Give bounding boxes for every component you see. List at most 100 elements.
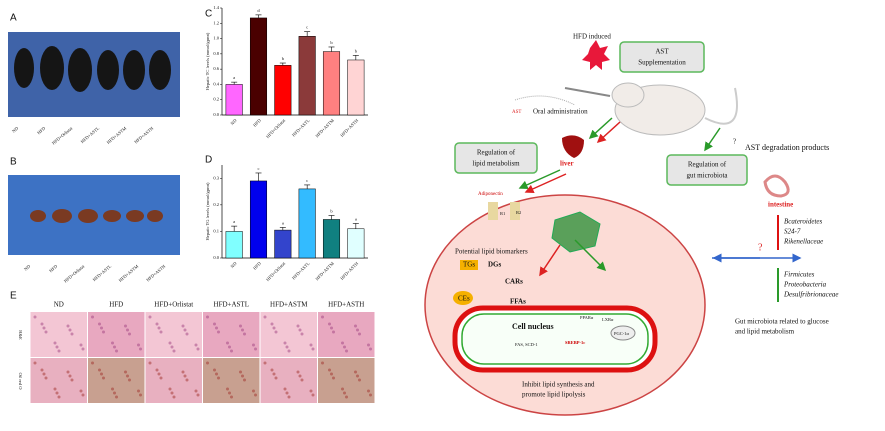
significance-letter: a: [233, 219, 235, 224]
texture: [33, 315, 37, 319]
texture: [111, 387, 114, 391]
intestine-icon: [763, 174, 790, 198]
mice: [14, 46, 171, 92]
panel-label: B: [10, 157, 17, 168]
group-label: HFD+ASTH: [133, 125, 155, 144]
label: Gut microbiota related to glucose: [735, 318, 829, 326]
texture: [70, 378, 74, 382]
column-label: ND: [54, 301, 64, 309]
texture: [159, 376, 163, 380]
texture: [332, 330, 335, 334]
syringe: [564, 87, 611, 97]
bar: [322, 51, 341, 116]
texture: [53, 341, 57, 345]
label: PPARα: [580, 315, 594, 320]
texture: [241, 374, 244, 378]
molecule: [514, 95, 576, 106]
histology: [203, 358, 260, 403]
texture: [283, 341, 287, 345]
texture: [285, 345, 289, 349]
texture: [345, 349, 348, 353]
significance-letter: a: [233, 75, 235, 80]
bar: [274, 229, 292, 259]
texture: [183, 374, 187, 378]
texture: [263, 361, 267, 365]
texture: [215, 372, 218, 376]
arrow: [704, 127, 721, 152]
x-tick-label: HFD+ASTL: [291, 118, 311, 138]
group-label: HFD+ASTH: [145, 263, 167, 282]
row-label: H&E: [18, 330, 23, 340]
texture: [115, 349, 118, 353]
texture: [343, 391, 346, 395]
texture: [172, 349, 176, 353]
x-tick-label: HFD+ASTL: [291, 261, 311, 281]
texture: [70, 332, 74, 336]
column-label: HFD: [109, 301, 123, 309]
label: and lipid metabolism: [735, 328, 795, 336]
texture: [137, 389, 140, 393]
texture: [79, 343, 83, 347]
texture: [206, 315, 209, 319]
column-label: HFD+ASTH: [328, 301, 364, 309]
texture: [241, 328, 244, 332]
texture: [81, 347, 85, 351]
texture: [185, 378, 189, 382]
x-tick-label: HFD: [252, 117, 262, 127]
texture: [243, 378, 246, 382]
texture: [155, 322, 159, 326]
label: liver: [560, 160, 574, 168]
texture: [181, 324, 185, 328]
label: Cell nucleus: [512, 322, 554, 331]
texture: [367, 389, 370, 393]
texture: [311, 347, 315, 351]
y-tick-label: 1.4: [213, 5, 219, 10]
receptor: [510, 202, 520, 220]
texture: [111, 341, 114, 345]
texture: [354, 370, 357, 374]
significance-letter: b: [330, 209, 333, 214]
nucleus-inner: [461, 313, 649, 365]
texture: [285, 391, 289, 395]
texture: [181, 370, 185, 374]
texture: [330, 372, 333, 376]
texture: [91, 315, 94, 319]
texture: [226, 341, 229, 345]
texture: [159, 330, 163, 334]
texture: [215, 326, 218, 330]
panel-label: D: [205, 155, 212, 166]
taxon: S24-7: [784, 228, 801, 236]
texture: [126, 374, 129, 378]
histology: [145, 312, 202, 357]
label: ?: [758, 242, 763, 253]
label: DGs: [488, 261, 502, 269]
texture: [172, 395, 176, 399]
texture: [55, 345, 59, 349]
panel-label: A: [10, 13, 17, 24]
texture: [170, 345, 174, 349]
texture: [102, 376, 105, 380]
column-label: HFD+Orlistat: [154, 301, 193, 309]
texture: [68, 374, 72, 378]
texture: [252, 343, 255, 347]
label: lipid metabolism: [472, 160, 520, 168]
texture: [369, 347, 372, 351]
label: Regulation of: [688, 161, 727, 169]
significance-letter: a: [282, 220, 284, 225]
texture: [148, 315, 152, 319]
x-tick-label: HFD+Orlistat: [265, 260, 287, 282]
texture: [44, 376, 48, 380]
pgc-icon: [610, 325, 636, 341]
significance-letter: c: [306, 178, 308, 183]
texture: [53, 387, 57, 391]
texture: [328, 368, 331, 372]
texture: [157, 372, 161, 376]
texture: [252, 389, 255, 393]
texture: [321, 361, 324, 365]
texture: [66, 324, 70, 328]
texture: [115, 395, 118, 399]
bar: [347, 228, 365, 259]
texture: [254, 347, 257, 351]
texture: [272, 372, 276, 376]
